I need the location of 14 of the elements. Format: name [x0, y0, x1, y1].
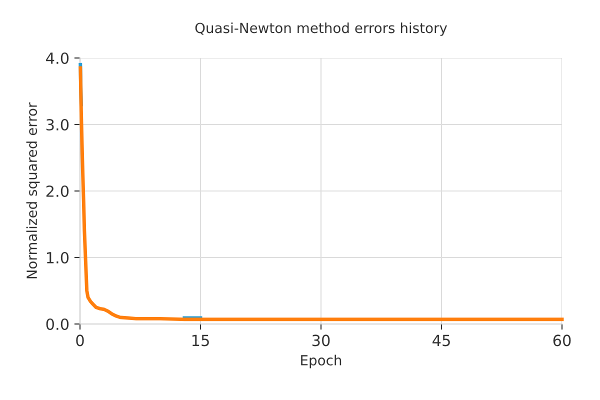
x-tick-label: 0 — [76, 334, 84, 346]
y-tick-label: 0.0 — [46, 318, 69, 330]
x-axis-title: Epoch — [301, 354, 342, 368]
y-tick-label: 1.0 — [46, 252, 69, 264]
x-tick-label: 60 — [553, 334, 571, 346]
y-axis-title: Normalized squared error — [26, 102, 40, 278]
y-tick-label: 3.0 — [46, 118, 69, 131]
y-tick-label: 4.0 — [46, 52, 69, 64]
x-tick-label: 45 — [432, 334, 450, 346]
line-series — [78, 66, 564, 322]
chart-title: Quasi-Newton method errors history — [195, 22, 448, 36]
x-tick-label: 15 — [192, 334, 209, 346]
y-tick-label: 2.0 — [46, 185, 69, 198]
x-tick-label: 30 — [312, 334, 330, 346]
